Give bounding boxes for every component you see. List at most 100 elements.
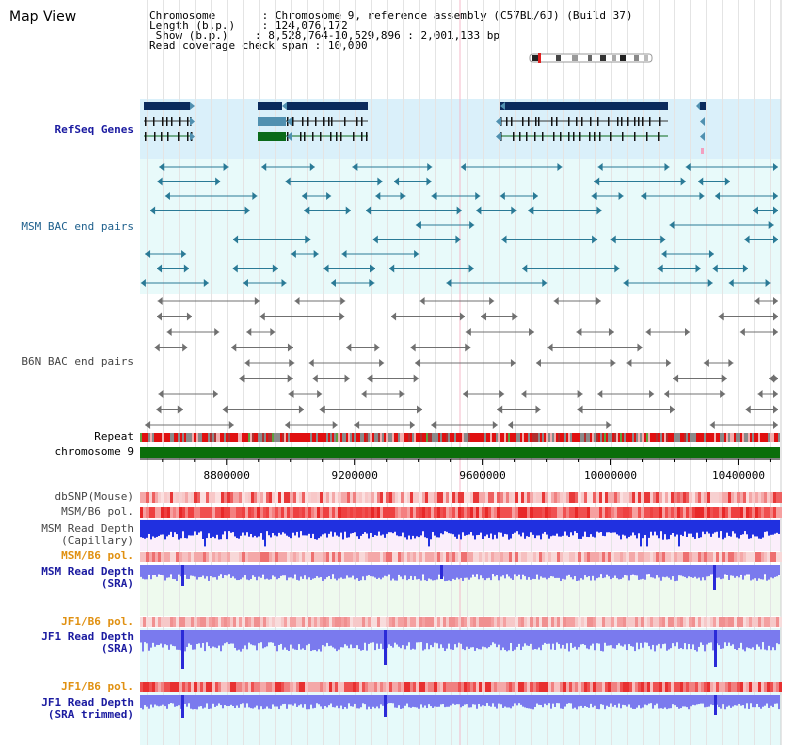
gene-bar[interactable] — [500, 102, 668, 110]
heat-cell — [734, 682, 737, 692]
repeat-segment — [708, 433, 710, 442]
repeat-track[interactable] — [140, 433, 780, 442]
chromosome-bar[interactable] — [140, 447, 780, 458]
repeat-segment — [350, 433, 352, 442]
exon — [589, 132, 591, 141]
depth-bar — [442, 695, 444, 705]
depth-bar — [720, 630, 722, 649]
bac-end-marker — [309, 163, 315, 171]
depth-bar — [328, 565, 330, 576]
exon — [187, 117, 189, 126]
depth-bar — [424, 520, 426, 538]
depth-bar — [546, 630, 548, 644]
dbsnp-heat-track[interactable] — [140, 492, 782, 503]
repeat-segment — [542, 433, 544, 442]
depth-bar — [776, 630, 778, 644]
repeat-segment — [160, 433, 162, 442]
gene-bar[interactable] — [258, 102, 282, 110]
depth-bar — [584, 695, 586, 707]
heat-cell — [476, 682, 479, 692]
heat-cell — [482, 552, 485, 562]
jf1-sra-depth-track[interactable] — [140, 630, 780, 669]
depth-bar — [474, 695, 476, 705]
bac-end-marker — [287, 343, 293, 352]
heat-cell — [206, 617, 209, 627]
depth-bar — [684, 520, 686, 532]
repeat-segment — [614, 433, 616, 442]
gene-bar[interactable] — [144, 102, 190, 110]
msm-capillary-depth-track[interactable] — [140, 520, 780, 547]
depth-bar — [166, 520, 168, 537]
depth-bar — [758, 630, 760, 647]
depth-bar — [178, 630, 180, 650]
heat-cell — [641, 492, 644, 503]
repeat-segment — [538, 433, 540, 442]
repeat-segment — [222, 433, 224, 442]
depth-bar — [144, 630, 146, 643]
repeat-segment — [630, 433, 632, 442]
repeat-segment — [344, 433, 346, 442]
depth-bar — [220, 565, 222, 575]
heat-cell — [500, 682, 503, 692]
bac-end-marker — [417, 405, 423, 414]
depth-bar — [536, 520, 538, 536]
heat-cell — [662, 492, 665, 503]
heat-cell — [497, 617, 500, 627]
heat-cell — [473, 507, 476, 518]
depth-bar — [440, 520, 442, 534]
heat-cell — [512, 507, 515, 518]
jf1-b6-pol-heat-track-2[interactable] — [140, 682, 782, 692]
heat-cell — [476, 552, 479, 562]
depth-bar — [238, 695, 240, 708]
gene-bar[interactable] — [700, 102, 706, 110]
heat-cell — [173, 492, 176, 503]
depth-bar — [514, 565, 516, 575]
jf1-b6-pol-heat-track-1[interactable] — [140, 617, 782, 627]
heat-cell — [503, 682, 506, 692]
heat-cell — [449, 682, 452, 692]
msm-b6-pol-heat-track-2[interactable] — [140, 552, 782, 562]
repeat-segment — [358, 433, 360, 442]
heat-cell — [533, 617, 536, 627]
heat-cell — [230, 617, 233, 627]
depth-bar — [414, 520, 416, 539]
depth-bar — [536, 565, 538, 575]
repeat-segment — [410, 433, 412, 442]
bac-end-marker — [222, 405, 228, 414]
depth-bar — [326, 520, 328, 538]
gene-bar[interactable] — [287, 102, 368, 110]
heat-cell — [389, 507, 392, 518]
depth-bar — [648, 695, 650, 704]
heat-cell — [659, 682, 662, 692]
heat-cell — [632, 617, 635, 627]
heat-cell — [146, 617, 149, 627]
heat-cell — [779, 552, 782, 562]
repeat-segment — [718, 433, 720, 442]
jf1-sra-trimmed-depth-track[interactable] — [140, 695, 780, 718]
heat-cell — [443, 492, 446, 503]
msm-sra-depth-track[interactable] — [140, 565, 780, 590]
msm-b6-pol-heat-track-1[interactable] — [140, 507, 782, 518]
bac-end-marker — [463, 390, 469, 398]
repeat-segment — [382, 433, 384, 442]
msm-bac-end-pairs-track[interactable] — [140, 163, 778, 287]
heat-cell — [575, 552, 578, 562]
depth-bar — [676, 520, 678, 535]
b6n-bac-end-pairs-track[interactable] — [145, 297, 778, 429]
depth-bar — [396, 565, 398, 581]
refseq-genes-track[interactable] — [144, 102, 706, 154]
depth-bar — [224, 520, 226, 532]
depth-bar — [694, 520, 696, 539]
depth-bar — [766, 695, 768, 704]
depth-bar — [408, 565, 410, 580]
depth-bar — [294, 695, 296, 704]
depth-bar — [580, 630, 582, 645]
depth-bar — [580, 695, 582, 706]
heat-cell — [215, 682, 218, 692]
heat-cell — [266, 617, 269, 627]
bac-end-marker — [223, 163, 229, 171]
chromosome-ideogram[interactable] — [529, 53, 653, 63]
bac-end-marker — [614, 264, 620, 273]
heat-cell — [353, 492, 356, 503]
